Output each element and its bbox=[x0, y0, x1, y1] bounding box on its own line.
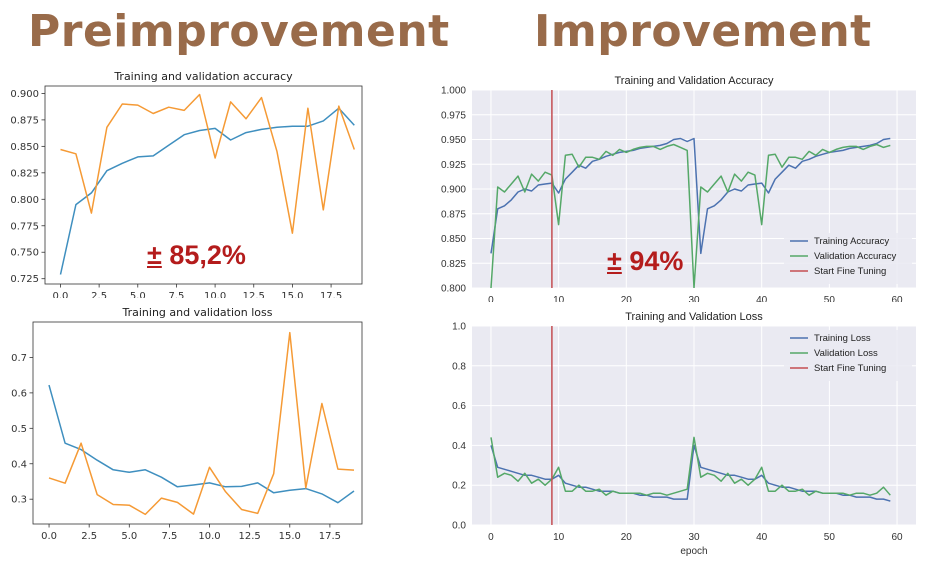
imp-acc-ytick-label: 1.000 bbox=[441, 86, 466, 97]
imp-acc-series-1-line bbox=[490, 143, 891, 288]
imp-loss-title: Training and Validation Loss bbox=[625, 311, 763, 323]
pre-accuracy-value: 85,2% bbox=[169, 240, 246, 270]
imp-acc-series-0-line bbox=[490, 137, 891, 255]
improvement-accuracy-value: 94% bbox=[629, 246, 684, 276]
pre-acc-xtick-label: 15.0 bbox=[281, 291, 303, 298]
pre-accuracy-symbol: ± bbox=[147, 240, 162, 270]
imp-loss-xlabel: epoch bbox=[680, 546, 707, 557]
imp-loss-xtick-label: 40 bbox=[756, 532, 768, 543]
imp-acc-xtick-label: 20 bbox=[621, 295, 633, 302]
pre-loss-ytick-label: 0.4 bbox=[11, 459, 27, 470]
improvement-accuracy-symbol: ± bbox=[607, 246, 622, 276]
pre-acc-xtick-label: 0.0 bbox=[53, 291, 69, 298]
pre-loss-xtick-label: 7.5 bbox=[161, 531, 177, 542]
imp-loss-xtick-label: 60 bbox=[891, 532, 903, 543]
pre-acc-ytick-label: 0.800 bbox=[10, 195, 39, 206]
imp-acc-ytick-label: 0.975 bbox=[441, 110, 466, 121]
imp-loss-ytick-label: 0.4 bbox=[452, 441, 466, 452]
pre-loss-ytick-label: 0.6 bbox=[11, 388, 27, 399]
pre-acc-xtick-label: 5.0 bbox=[130, 291, 146, 298]
pre-loss-plot-area bbox=[32, 321, 363, 525]
pre-acc-xtick-label: 17.5 bbox=[320, 291, 342, 298]
pre-loss-title: Training and validation loss bbox=[122, 306, 273, 319]
pre-acc-title: Training and validation accuracy bbox=[113, 70, 293, 83]
pre-acc-series-1-line bbox=[60, 93, 356, 234]
imp-acc-ytick-label: 0.875 bbox=[441, 209, 466, 220]
imp-acc-xtick-label: 50 bbox=[824, 295, 836, 302]
imp-loss-ytick-label: 1.0 bbox=[452, 322, 466, 333]
imp-loss-series-1-line bbox=[490, 436, 891, 496]
pre-loss-series-1-line bbox=[48, 331, 355, 516]
improvement-accuracy-annotation: ± 94% bbox=[607, 246, 683, 277]
imp-acc-ytick-label: 0.850 bbox=[441, 234, 466, 245]
imp-acc-xtick-label: 10 bbox=[553, 295, 565, 302]
pre-loss-series-0-line bbox=[48, 384, 355, 504]
imp-acc-legend-label: Start Fine Tuning bbox=[814, 266, 886, 277]
imp-loss-xtick-label: 10 bbox=[553, 532, 565, 543]
pre-acc-ytick-label: 0.900 bbox=[10, 89, 39, 100]
pre-acc-ytick-label: 0.725 bbox=[10, 274, 39, 285]
imp-loss-ytick-label: 0.8 bbox=[452, 361, 466, 372]
improvement-accuracy-chart: Training and Validation Accuracy 0 10 20 30 4… bbox=[441, 75, 916, 302]
pre-loss-chart: Training and validation loss 0.0 2.5 5.0 7.5… bbox=[11, 306, 363, 542]
imp-loss-ytick-label: 0.2 bbox=[452, 481, 466, 492]
pre-acc-ytick-label: 0.875 bbox=[10, 115, 39, 126]
imp-acc-ytick-label: 0.925 bbox=[441, 160, 466, 171]
pre-acc-xtick-label: 12.5 bbox=[243, 291, 265, 298]
pre-loss-xtick-label: 0.0 bbox=[41, 531, 57, 542]
imp-acc-ytick-label: 0.900 bbox=[441, 185, 466, 196]
pre-loss-xtick-label: 15.0 bbox=[279, 531, 301, 542]
pre-acc-ytick-label: 0.750 bbox=[10, 248, 39, 259]
imp-acc-ytick-label: 0.950 bbox=[441, 135, 466, 146]
pre-accuracy-annotation: ± 85,2% bbox=[147, 240, 246, 271]
pre-acc-xtick-label: 7.5 bbox=[168, 291, 184, 298]
imp-loss-xtick-label: 20 bbox=[621, 532, 633, 543]
pre-acc-ytick-label: 0.775 bbox=[10, 221, 39, 232]
imp-acc-xtick-label: 30 bbox=[688, 295, 700, 302]
pre-accuracy-chart: Training and validation accuracy 0.0 2.5 5.… bbox=[10, 70, 363, 298]
pre-acc-xtick-label: 2.5 bbox=[91, 291, 107, 298]
pre-acc-ytick-label: 0.825 bbox=[10, 168, 39, 179]
pre-loss-xtick-label: 10.0 bbox=[198, 531, 220, 542]
pre-loss-xtick-label: 17.5 bbox=[319, 531, 341, 542]
pre-loss-xtick-label: 12.5 bbox=[239, 531, 261, 542]
imp-acc-xtick-label: 60 bbox=[891, 295, 903, 302]
imp-loss-xtick-label: 50 bbox=[824, 532, 836, 543]
imp-acc-xtick-label: 0 bbox=[488, 295, 494, 302]
improvement-heading: Improvement bbox=[534, 6, 872, 57]
imp-loss-ytick-label: 0.0 bbox=[452, 521, 466, 532]
pre-acc-ytick-label: 0.850 bbox=[10, 142, 39, 153]
imp-acc-legend-label: Validation Accuracy bbox=[814, 251, 896, 262]
imp-acc-xtick-label: 40 bbox=[756, 295, 768, 302]
imp-loss-ytick-label: 0.6 bbox=[452, 401, 466, 412]
pre-loss-ytick-label: 0.5 bbox=[11, 424, 27, 435]
imp-acc-legend-label: Training Accuracy bbox=[814, 236, 889, 247]
pre-loss-ytick-label: 0.7 bbox=[11, 353, 27, 364]
pre-loss-ytick-label: 0.3 bbox=[11, 495, 27, 506]
imp-acc-ytick-label: 0.800 bbox=[441, 284, 466, 295]
pre-loss-xtick-label: 5.0 bbox=[121, 531, 137, 542]
imp-loss-legend-label: Validation Loss bbox=[814, 348, 878, 359]
improvement-loss-chart: Training and Validation Loss 0 10 20 30 40 50 6… bbox=[452, 311, 916, 557]
pre-acc-xtick-label: 10.0 bbox=[204, 291, 226, 298]
imp-loss-legend-label: Training Loss bbox=[814, 333, 871, 344]
imp-loss-xtick-label: 30 bbox=[688, 532, 700, 543]
imp-acc-title: Training and Validation Accuracy bbox=[615, 75, 774, 87]
imp-acc-ytick-label: 0.825 bbox=[441, 259, 466, 270]
pre-loss-xtick-label: 2.5 bbox=[81, 531, 97, 542]
imp-loss-legend-label: Start Fine Tuning bbox=[814, 363, 886, 374]
preimprovement-heading: Preimprovement bbox=[28, 6, 450, 57]
imp-loss-xtick-label: 0 bbox=[488, 532, 494, 543]
